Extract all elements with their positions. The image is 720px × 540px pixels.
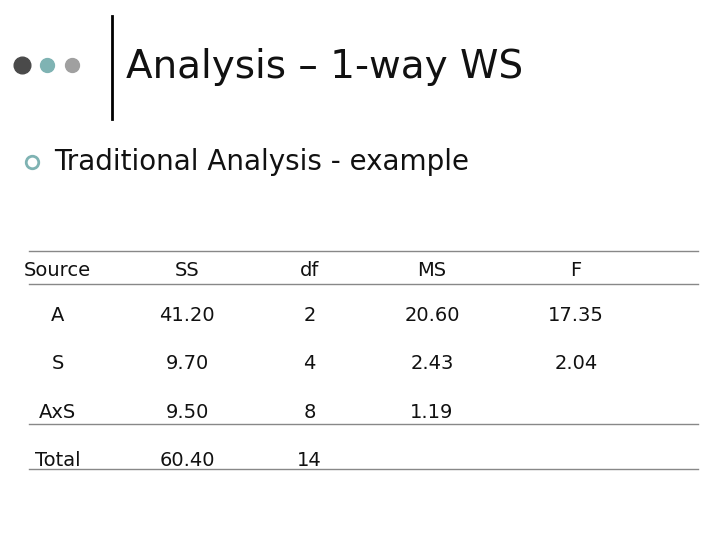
Text: A: A (51, 306, 64, 325)
Text: SS: SS (175, 260, 199, 280)
Text: 2: 2 (303, 306, 316, 325)
Text: 60.40: 60.40 (159, 451, 215, 470)
Text: Analysis – 1-way WS: Analysis – 1-way WS (126, 49, 523, 86)
Text: Total: Total (35, 451, 81, 470)
Text: MS: MS (418, 260, 446, 280)
Text: F: F (570, 260, 582, 280)
Text: 17.35: 17.35 (548, 306, 604, 325)
Text: 41.20: 41.20 (159, 306, 215, 325)
Text: df: df (300, 260, 319, 280)
Text: Source: Source (24, 260, 91, 280)
Text: 9.70: 9.70 (166, 354, 209, 373)
Text: AxS: AxS (39, 403, 76, 422)
Text: 1.19: 1.19 (410, 403, 454, 422)
Text: 2.04: 2.04 (554, 354, 598, 373)
Text: 9.50: 9.50 (166, 403, 209, 422)
Text: 8: 8 (303, 403, 316, 422)
Text: S: S (51, 354, 64, 373)
Text: 20.60: 20.60 (404, 306, 460, 325)
Text: 2.43: 2.43 (410, 354, 454, 373)
Text: 14: 14 (297, 451, 322, 470)
Text: 4: 4 (303, 354, 316, 373)
Text: Traditional Analysis - example: Traditional Analysis - example (54, 148, 469, 176)
